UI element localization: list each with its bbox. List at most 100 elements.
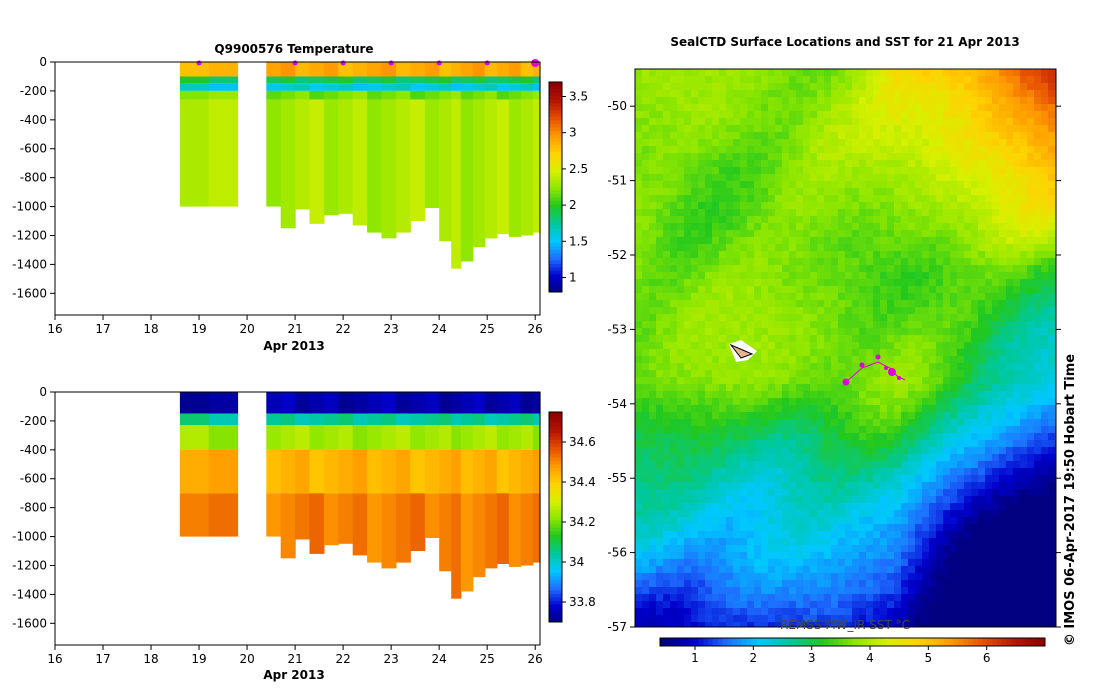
sst-cell bbox=[649, 321, 656, 328]
sst-cell bbox=[852, 524, 859, 531]
sst-cell bbox=[852, 482, 859, 489]
sst-cell bbox=[915, 76, 922, 83]
sst-cell bbox=[957, 531, 964, 538]
sst-cell bbox=[866, 286, 873, 293]
sst-cell bbox=[915, 447, 922, 454]
sst-cell bbox=[1041, 251, 1048, 258]
sst-cell bbox=[950, 461, 957, 468]
sst-cell bbox=[852, 496, 859, 503]
sst-cell bbox=[733, 153, 740, 160]
sst-cell bbox=[712, 580, 719, 587]
profile-cell bbox=[396, 414, 411, 426]
sst-cell bbox=[747, 181, 754, 188]
sst-cell bbox=[999, 223, 1006, 230]
sst-cell bbox=[887, 160, 894, 167]
sst-cell bbox=[845, 118, 852, 125]
sst-cell bbox=[894, 209, 901, 216]
sst-cell bbox=[838, 335, 845, 342]
sst-cell bbox=[929, 363, 936, 370]
sst-cell bbox=[761, 398, 768, 405]
sst-cell bbox=[845, 440, 852, 447]
sst-cell bbox=[985, 125, 992, 132]
sst-cell bbox=[1027, 139, 1034, 146]
sst-cell bbox=[677, 475, 684, 482]
sst-cell bbox=[971, 559, 978, 566]
sst-cell bbox=[768, 132, 775, 139]
sst-cell bbox=[1027, 181, 1034, 188]
sst-cell bbox=[922, 174, 929, 181]
sst-cell bbox=[796, 314, 803, 321]
sst-cell bbox=[733, 209, 740, 216]
x-tick-label: 24 bbox=[432, 652, 447, 666]
sst-cell bbox=[1020, 90, 1027, 97]
sst-cell bbox=[936, 433, 943, 440]
colorbar-step bbox=[549, 549, 562, 553]
sst-cell bbox=[698, 517, 705, 524]
sst-cell bbox=[922, 349, 929, 356]
sst-cell bbox=[859, 307, 866, 314]
profile-cell bbox=[461, 91, 474, 100]
sst-cell bbox=[1020, 580, 1027, 587]
sst-cell bbox=[663, 384, 670, 391]
sst-cell bbox=[782, 230, 789, 237]
sst-cell bbox=[789, 111, 796, 118]
sst-cell bbox=[838, 300, 845, 307]
sst-cell bbox=[649, 475, 656, 482]
sst-cell bbox=[845, 482, 852, 489]
sst-cell bbox=[712, 83, 719, 90]
sst-cell bbox=[670, 209, 677, 216]
sst-cell bbox=[670, 167, 677, 174]
sst-cell bbox=[992, 461, 999, 468]
sst-cell bbox=[1013, 566, 1020, 573]
sst-cell bbox=[831, 503, 838, 510]
sst-cell bbox=[894, 104, 901, 111]
sst-cell bbox=[789, 272, 796, 279]
sst-cell bbox=[796, 363, 803, 370]
sst-cell bbox=[950, 69, 957, 76]
sst-cell bbox=[936, 503, 943, 510]
sst-cell bbox=[922, 510, 929, 517]
sst-cell bbox=[880, 167, 887, 174]
sst-cell bbox=[936, 300, 943, 307]
sst-cell bbox=[761, 279, 768, 286]
sst-cell bbox=[712, 153, 719, 160]
sst-cell bbox=[873, 223, 880, 230]
sst-cell bbox=[726, 223, 733, 230]
profile-cell bbox=[295, 91, 310, 100]
y-tick-label: -1400 bbox=[12, 257, 47, 271]
sst-cell bbox=[754, 419, 761, 426]
profile-cell bbox=[461, 450, 474, 493]
sst-cell bbox=[922, 216, 929, 223]
sst-cell bbox=[1027, 447, 1034, 454]
sst-cell bbox=[677, 552, 684, 559]
sst-cell bbox=[824, 111, 831, 118]
sst-cell bbox=[971, 230, 978, 237]
sst-cell bbox=[999, 573, 1006, 580]
sst-cell bbox=[1041, 111, 1048, 118]
sst-cell bbox=[838, 69, 845, 76]
sst-cell bbox=[1020, 244, 1027, 251]
sst-cell bbox=[642, 580, 649, 587]
sst-cell bbox=[922, 118, 929, 125]
sst-cell bbox=[908, 356, 915, 363]
sst-cell bbox=[1020, 391, 1027, 398]
sst-cell bbox=[796, 111, 803, 118]
sst-cell bbox=[943, 356, 950, 363]
sst-cell bbox=[950, 321, 957, 328]
sst-cell bbox=[747, 545, 754, 552]
sst-cell bbox=[999, 209, 1006, 216]
sst-cell bbox=[873, 209, 880, 216]
sst-cell bbox=[705, 468, 712, 475]
sst-cell bbox=[964, 111, 971, 118]
sst-cell bbox=[719, 307, 726, 314]
sst-cell bbox=[852, 279, 859, 286]
sst-cell bbox=[950, 125, 957, 132]
sst-cell bbox=[915, 349, 922, 356]
colorbar-step bbox=[549, 447, 562, 451]
sst-cell bbox=[796, 461, 803, 468]
sst-cell bbox=[831, 496, 838, 503]
sst-cell bbox=[1013, 510, 1020, 517]
sst-cell bbox=[873, 279, 880, 286]
sst-cell bbox=[901, 566, 908, 573]
sst-cell bbox=[831, 489, 838, 496]
